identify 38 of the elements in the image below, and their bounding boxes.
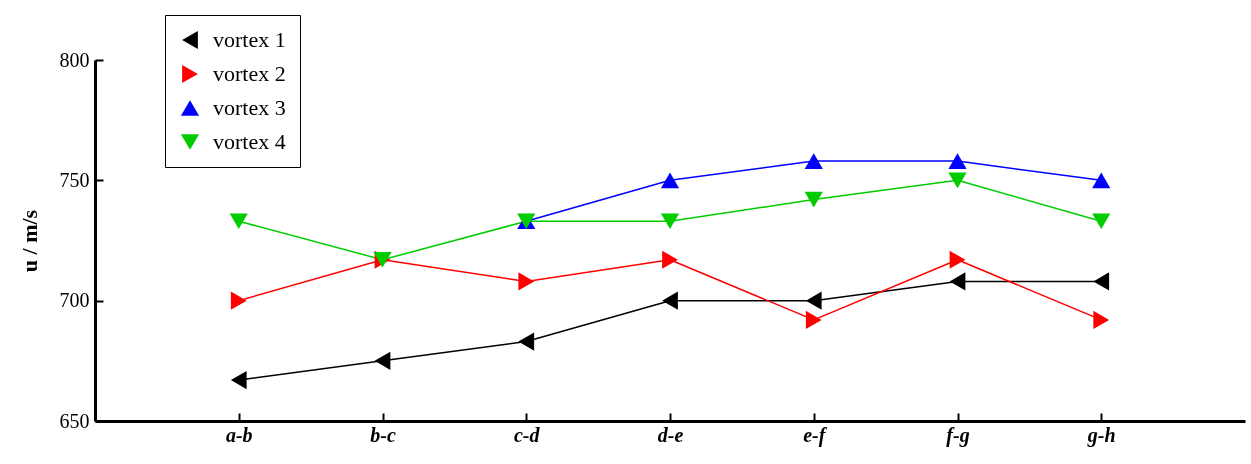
legend-label: vortex 1 [213, 27, 286, 52]
x-tick-label: c-d [513, 423, 541, 446]
point [948, 153, 967, 169]
x-tick-label: b-c [370, 423, 396, 446]
y-tick-label: 800 [59, 48, 90, 71]
point [948, 172, 967, 189]
point [804, 153, 823, 169]
point [949, 250, 966, 269]
legend-label: vortex 3 [213, 95, 286, 120]
y-tick-label: 750 [59, 168, 90, 191]
x-tick-label: f-g [946, 423, 970, 447]
point [805, 310, 822, 329]
x-tick-label: g-h [1086, 423, 1116, 447]
point [949, 272, 966, 291]
legend-label: vortex 2 [213, 61, 286, 86]
point [374, 351, 391, 370]
point [230, 371, 247, 390]
x-tick-label: d-e [657, 423, 684, 446]
x-tick-label: a-b [225, 423, 253, 446]
point [662, 291, 678, 310]
point [1092, 172, 1111, 189]
point [1093, 310, 1110, 329]
legend-label: vortex 4 [213, 129, 286, 154]
point [660, 213, 680, 230]
point [518, 332, 535, 351]
point [660, 172, 680, 189]
point [1093, 272, 1110, 291]
point [230, 291, 247, 310]
point [1092, 213, 1111, 230]
y-tick-label: 650 [59, 409, 90, 432]
point [805, 291, 822, 310]
point [229, 213, 248, 230]
point [662, 250, 678, 269]
point [804, 191, 823, 208]
y-axis-title: u / m/s [16, 209, 42, 273]
y-tick-label: 700 [59, 289, 90, 312]
x-tick-label: e-f [803, 423, 828, 447]
point [518, 272, 535, 291]
